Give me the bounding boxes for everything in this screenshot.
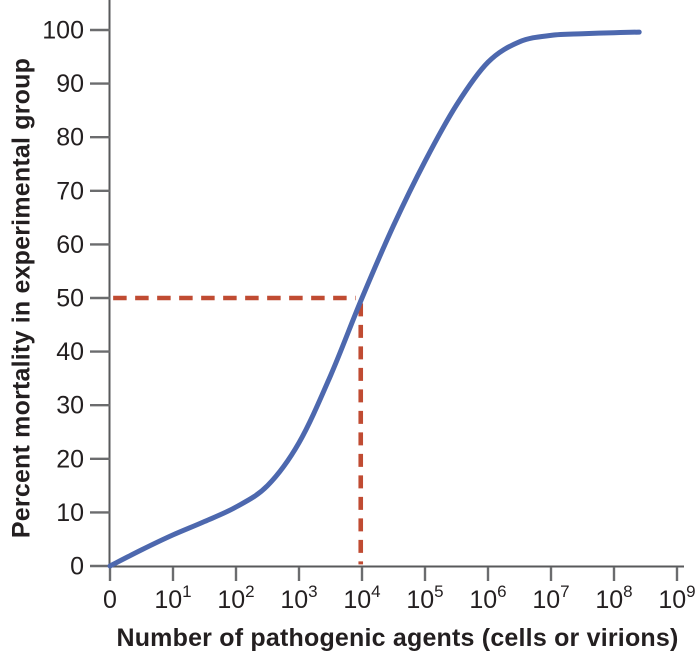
y-tick-label-100: 100	[42, 17, 84, 45]
x-tick-label-0: 0	[103, 586, 117, 614]
y-tick-label-80: 80	[56, 124, 84, 152]
x-tick-label-102: 102	[217, 582, 254, 614]
x-axis-title: Number of pathogenic agents (cells or vi…	[116, 624, 679, 652]
x-tick-label-101: 101	[154, 582, 191, 614]
x-tick-label-104: 104	[343, 582, 380, 614]
y-axis-title: Percent mortality in experimental group	[7, 57, 36, 539]
y-tick-label-90: 90	[56, 70, 84, 98]
y-tick-label-30: 30	[56, 392, 84, 420]
y-tick-label-60: 60	[56, 231, 84, 259]
y-tick-label-20: 20	[56, 445, 84, 473]
x-tick-label-103: 103	[280, 582, 317, 614]
mortality-curve	[107, 29, 642, 569]
x-tick-label-109: 109	[658, 582, 695, 614]
x-tick-label-107: 107	[532, 582, 569, 614]
y-tick-label-10: 10	[56, 499, 84, 527]
y-tick-label-0: 0	[70, 553, 84, 581]
x-tick-label-106: 106	[469, 582, 506, 614]
y-tick-label-50: 50	[56, 285, 84, 313]
y-tick-label-70: 70	[56, 177, 84, 205]
x-tick-label-105: 105	[406, 582, 443, 614]
x-tick-label-108: 108	[595, 582, 632, 614]
y-tick-label-40: 40	[56, 338, 84, 366]
